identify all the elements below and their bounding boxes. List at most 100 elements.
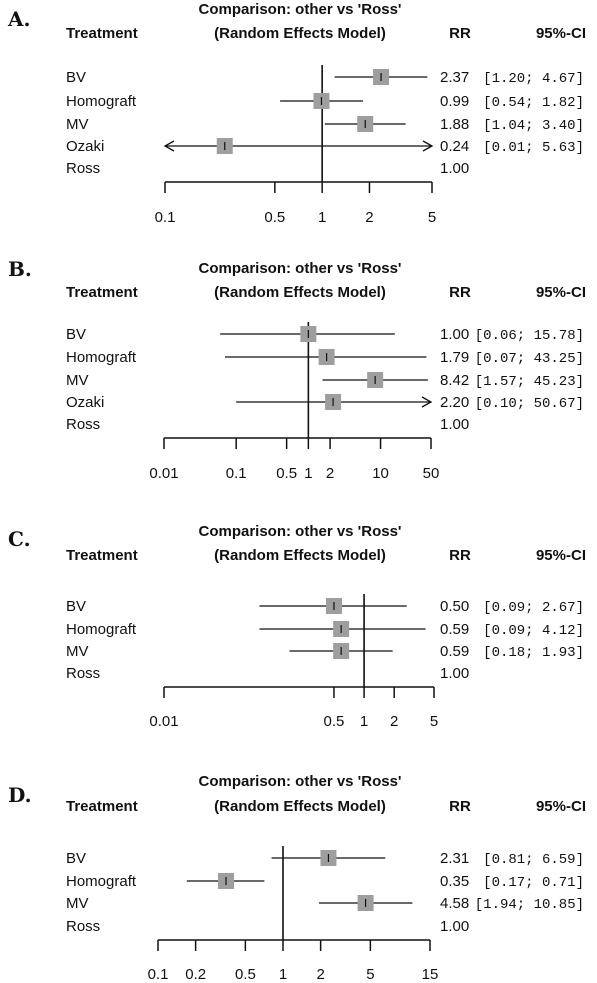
ci-value: [1.04; 3.40] <box>483 118 584 134</box>
treatment-label: Homograft <box>66 349 137 366</box>
x-tick-label: 1 <box>304 465 312 482</box>
rr-value: 0.50 <box>440 598 469 615</box>
rr-value: 8.42 <box>440 372 469 389</box>
treatment-label: Ross <box>66 918 100 935</box>
rr-value: 1.00 <box>440 416 469 433</box>
rr-value: 2.20 <box>440 394 469 411</box>
x-tick-label: 15 <box>422 966 439 983</box>
ci-clip-arrow-left <box>163 140 175 152</box>
treatment-label: BV <box>66 69 86 86</box>
ci-value: [0.06; 15.78] <box>475 328 584 344</box>
rr-value: 1.79 <box>440 349 469 366</box>
treatment-label: BV <box>66 598 86 615</box>
treatment-label: BV <box>66 326 86 343</box>
x-tick-label: 0.1 <box>148 966 169 983</box>
x-tick-label: 2 <box>326 465 334 482</box>
x-tick-label: 0.1 <box>155 209 176 226</box>
treatment-header: Treatment <box>66 798 138 815</box>
x-tick-label: 0.5 <box>264 209 285 226</box>
rr-value: 1.00 <box>440 918 469 935</box>
plot-title: Comparison: other vs 'Ross' <box>198 773 401 790</box>
ci-value: [0.18; 1.93] <box>483 645 584 661</box>
ci-value: [1.94; 10.85] <box>475 897 584 913</box>
rr-value: 1.00 <box>440 665 469 682</box>
x-tick-label: 50 <box>423 465 440 482</box>
x-tick-label: 2 <box>316 966 324 983</box>
treatment-header: Treatment <box>66 284 138 301</box>
ci-header: 95%-CI <box>536 25 586 42</box>
plot-title: Comparison: other vs 'Ross' <box>198 523 401 540</box>
treatment-label: Homograft <box>66 621 137 638</box>
ci-value: [0.09; 2.67] <box>483 600 584 616</box>
forest-panel-c: C. Comparison: other vs 'Ross' Treatment (R… <box>8 523 586 730</box>
ci-value: [1.20; 4.67] <box>483 71 584 87</box>
x-tick-label: 0.2 <box>185 966 206 983</box>
ci-value: [0.10; 50.67] <box>475 396 584 412</box>
x-tick-label: 5 <box>430 713 438 730</box>
treatment-label: MV <box>66 643 89 660</box>
rr-value: 2.31 <box>440 850 469 867</box>
rr-header: RR <box>449 25 471 42</box>
ci-header: 95%-CI <box>536 284 586 301</box>
ci-value: [0.09; 4.12] <box>483 623 584 639</box>
plot-subtitle: (Random Effects Model) <box>214 25 386 42</box>
rr-value: 1.88 <box>440 116 469 133</box>
ci-value: [0.17; 0.71] <box>483 875 584 891</box>
x-tick-label: 0.5 <box>276 465 297 482</box>
ci-value: [0.07; 43.25] <box>475 351 584 367</box>
panel-label: D. <box>8 783 32 807</box>
treatment-label: BV <box>66 850 86 867</box>
ci-clip-arrow-right <box>422 140 434 152</box>
x-tick-label: 0.5 <box>235 966 256 983</box>
x-tick-label: 5 <box>366 966 374 983</box>
treatment-label: MV <box>66 116 89 133</box>
rr-value: 0.59 <box>440 621 469 638</box>
ci-value: [0.54; 1.82] <box>483 95 584 111</box>
forest-panel-a: A. Comparison: other vs 'Ross' Treatment (R… <box>7 1 586 226</box>
ci-value: [0.01; 5.63] <box>483 140 584 156</box>
plot-subtitle: (Random Effects Model) <box>214 798 386 815</box>
treatment-header: Treatment <box>66 547 138 564</box>
treatment-label: MV <box>66 895 89 912</box>
rr-header: RR <box>449 547 471 564</box>
rr-header: RR <box>449 284 471 301</box>
x-tick-label: 0.01 <box>149 713 178 730</box>
plot-title: Comparison: other vs 'Ross' <box>198 260 401 277</box>
rr-value: 1.00 <box>440 160 469 177</box>
treatment-label: Ozaki <box>66 394 104 411</box>
forest-panel-d: D. Comparison: other vs 'Ross' Treatment (R… <box>8 773 586 983</box>
treatment-label: MV <box>66 372 89 389</box>
treatment-header: Treatment <box>66 25 138 42</box>
x-tick-label: 5 <box>428 209 436 226</box>
rr-value: 0.35 <box>440 873 469 890</box>
x-tick-label: 2 <box>365 209 373 226</box>
x-tick-label: 1 <box>279 966 287 983</box>
rr-value: 1.00 <box>440 326 469 343</box>
treatment-label: Ross <box>66 416 100 433</box>
x-tick-label: 1 <box>360 713 368 730</box>
rr-header: RR <box>449 798 471 815</box>
x-tick-label: 1 <box>318 209 326 226</box>
ci-value: [1.57; 45.23] <box>475 374 584 390</box>
x-tick-label: 0.01 <box>149 465 178 482</box>
panel-label: C. <box>8 527 31 551</box>
rr-value: 2.37 <box>440 69 469 86</box>
rr-value: 0.24 <box>440 138 469 155</box>
ci-header: 95%-CI <box>536 547 586 564</box>
x-tick-label: 2 <box>390 713 398 730</box>
rr-value: 4.58 <box>440 895 469 912</box>
plot-subtitle: (Random Effects Model) <box>214 547 386 564</box>
rr-value: 0.99 <box>440 93 469 110</box>
x-tick-label: 10 <box>372 465 389 482</box>
forest-panel-b: B. Comparison: other vs 'Ross' Treatment (R… <box>8 257 586 482</box>
panel-label: B. <box>8 257 32 281</box>
panel-label: A. <box>7 7 30 31</box>
x-tick-label: 0.1 <box>226 465 247 482</box>
plot-subtitle: (Random Effects Model) <box>214 284 386 301</box>
treatment-label: Homograft <box>66 93 137 110</box>
x-tick-label: 0.5 <box>324 713 345 730</box>
ci-value: [0.81; 6.59] <box>483 852 584 868</box>
treatment-label: Ross <box>66 665 100 682</box>
rr-value: 0.59 <box>440 643 469 660</box>
